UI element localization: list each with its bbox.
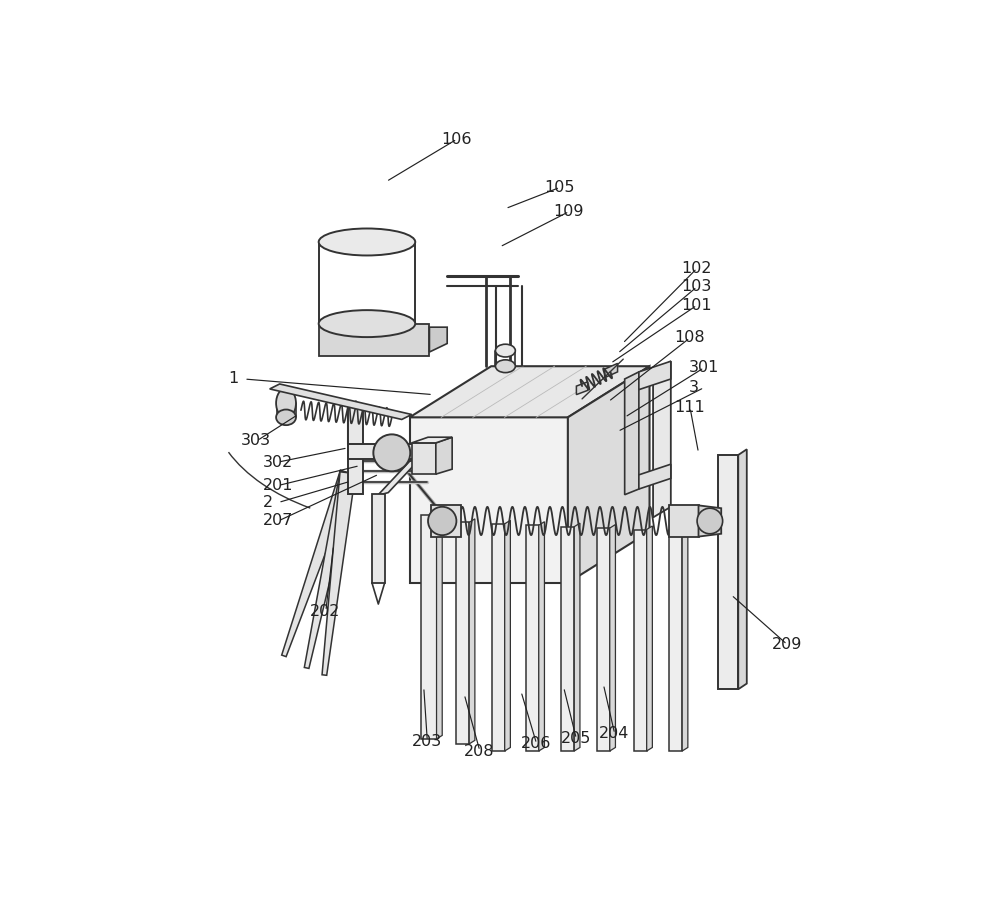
Polygon shape	[492, 524, 505, 751]
Text: 202: 202	[310, 604, 341, 619]
Text: 108: 108	[674, 330, 705, 346]
Ellipse shape	[495, 360, 515, 372]
Ellipse shape	[276, 388, 296, 418]
Polygon shape	[429, 327, 447, 352]
Text: 106: 106	[442, 132, 472, 147]
Polygon shape	[456, 523, 469, 744]
Text: 1: 1	[229, 372, 239, 386]
Polygon shape	[436, 437, 452, 474]
Polygon shape	[574, 523, 580, 751]
Polygon shape	[348, 401, 356, 444]
Text: 201: 201	[263, 478, 293, 493]
Text: 105: 105	[544, 180, 575, 195]
Text: 301: 301	[689, 361, 719, 375]
Circle shape	[428, 507, 456, 535]
Text: 206: 206	[521, 737, 551, 751]
Text: 302: 302	[263, 455, 293, 469]
Polygon shape	[270, 384, 412, 420]
Polygon shape	[653, 361, 671, 517]
Text: 103: 103	[681, 279, 712, 294]
Polygon shape	[372, 494, 385, 583]
Polygon shape	[639, 464, 671, 489]
Polygon shape	[718, 455, 738, 690]
Polygon shape	[304, 471, 355, 668]
Polygon shape	[282, 470, 355, 656]
Polygon shape	[561, 526, 574, 751]
Polygon shape	[412, 437, 452, 443]
Polygon shape	[669, 529, 682, 751]
Polygon shape	[437, 512, 442, 739]
Polygon shape	[634, 529, 647, 751]
Text: 102: 102	[681, 261, 712, 276]
Circle shape	[373, 434, 410, 471]
Polygon shape	[597, 528, 610, 751]
Text: 109: 109	[554, 204, 584, 219]
Ellipse shape	[319, 310, 415, 337]
Text: 205: 205	[561, 731, 591, 747]
Polygon shape	[605, 363, 618, 378]
Polygon shape	[348, 406, 363, 494]
Polygon shape	[469, 519, 475, 744]
Polygon shape	[319, 324, 429, 356]
Ellipse shape	[495, 344, 515, 357]
Polygon shape	[539, 522, 544, 751]
Polygon shape	[378, 458, 420, 495]
Text: 3: 3	[689, 380, 699, 395]
Polygon shape	[639, 361, 671, 390]
Text: 2: 2	[263, 495, 273, 510]
Polygon shape	[431, 505, 461, 537]
Text: 209: 209	[772, 637, 802, 652]
Polygon shape	[699, 505, 721, 537]
Polygon shape	[526, 526, 539, 751]
Polygon shape	[410, 418, 568, 583]
Text: 203: 203	[412, 734, 442, 749]
Polygon shape	[412, 443, 436, 474]
Polygon shape	[421, 515, 437, 739]
Text: 208: 208	[464, 743, 495, 759]
Polygon shape	[647, 526, 652, 751]
Ellipse shape	[276, 409, 296, 425]
Polygon shape	[682, 526, 688, 751]
Polygon shape	[738, 449, 747, 690]
Polygon shape	[625, 372, 639, 495]
Text: 207: 207	[263, 514, 293, 528]
Text: 204: 204	[599, 727, 629, 741]
Polygon shape	[322, 472, 356, 675]
Circle shape	[697, 508, 723, 534]
Polygon shape	[568, 366, 650, 583]
Polygon shape	[576, 382, 588, 395]
Polygon shape	[505, 520, 510, 751]
Text: 303: 303	[241, 433, 271, 448]
Ellipse shape	[319, 229, 415, 255]
Text: 111: 111	[674, 400, 705, 415]
Polygon shape	[669, 505, 699, 537]
Text: 101: 101	[681, 298, 712, 313]
Polygon shape	[348, 444, 419, 458]
Polygon shape	[410, 366, 650, 418]
Polygon shape	[610, 525, 615, 751]
